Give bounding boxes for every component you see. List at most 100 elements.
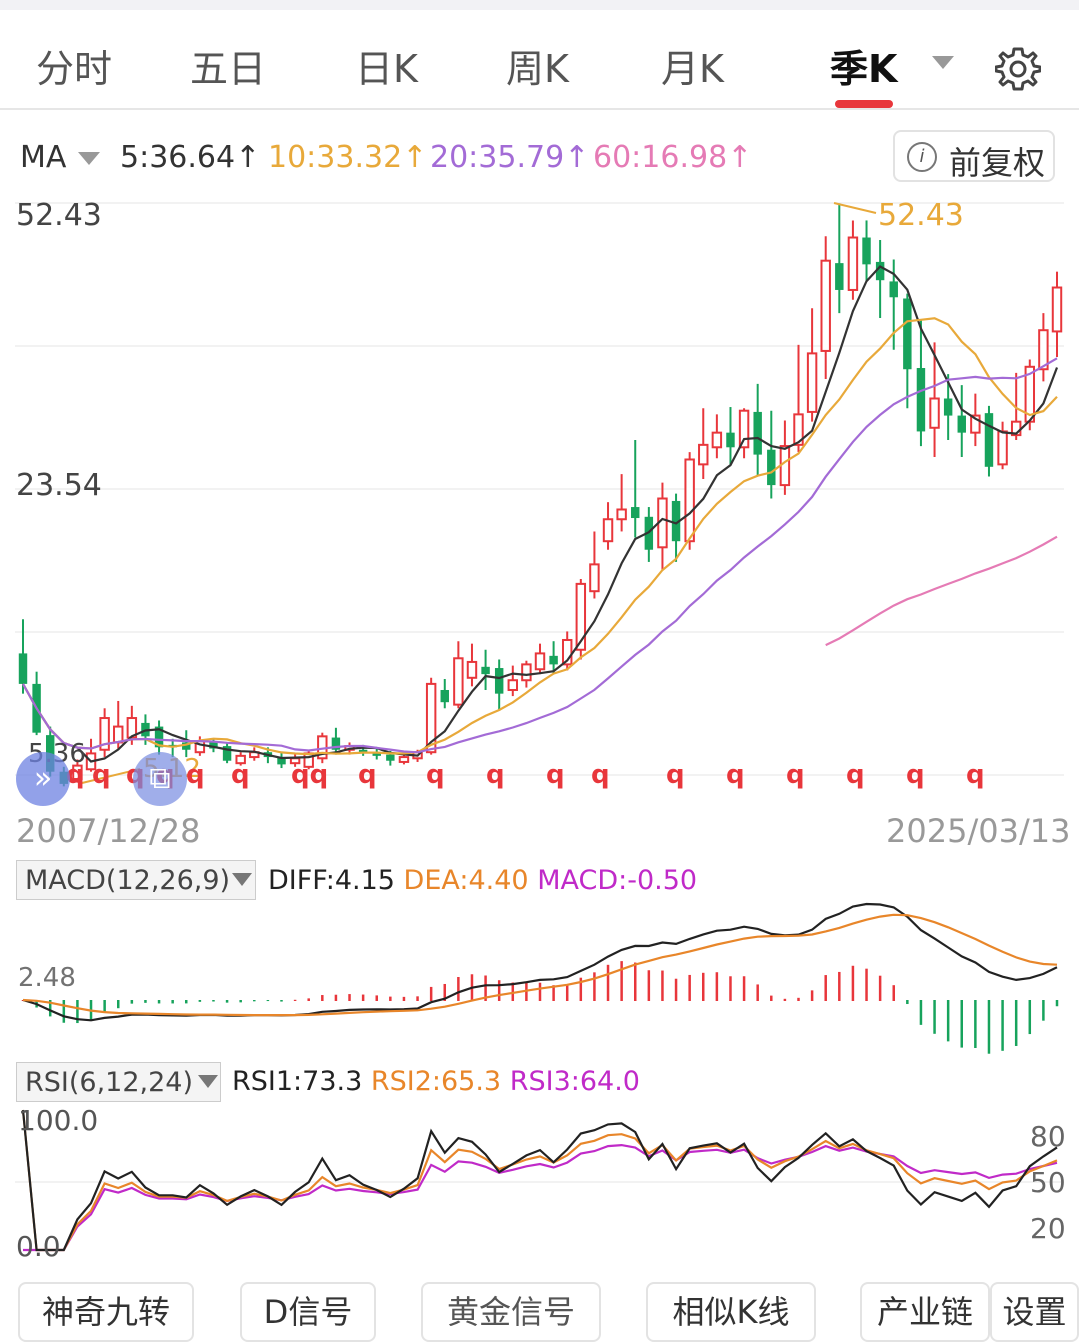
rsi-label: RSI(6,12,24) [25,1067,193,1098]
rsi-axis-top: 100.0 [18,1104,98,1137]
candle [957,385,966,458]
candle [711,414,723,459]
q-marker: q [726,760,745,790]
chevron-down-icon[interactable] [78,152,100,165]
candle [549,641,558,673]
q-marker: q [66,760,85,790]
high-price-label: 52.43 [878,198,964,233]
end-date: 2025/03/13 [886,812,1071,850]
candle [277,752,286,769]
rsi2-line [21,1109,1058,1252]
price-axis-mid: 23.54 [16,468,102,503]
candle [806,308,818,422]
rsi1-line [21,1109,1058,1252]
ma60-value: 60:16.98↑ [593,140,753,175]
tab-monthly-k[interactable]: 月K [661,47,724,91]
q-marker: q [92,760,111,790]
macd-selector[interactable]: MACD(12,26,9) [16,860,256,900]
q-marker: q [906,760,925,790]
tab-daily-k[interactable]: 日K [355,47,418,91]
magic-nine-button[interactable]: 神奇九转 [18,1282,194,1342]
candle [684,452,695,550]
candle [875,239,885,319]
candle [440,679,449,709]
period-tab-bar: 分时 五日 日K 周K 月K 季K [0,10,1079,110]
ma10-line [22,317,1058,756]
candlestick-chart[interactable]: 52.43 23.54 5.36 52.43 5.12 qqqqqqqqqqqq… [0,195,1079,810]
macd-diff-value: DIFF:4.15 [268,865,395,896]
fullscreen-icon[interactable]: ⧉ [133,752,187,806]
rsi-axis-20: 20 [1030,1212,1066,1245]
rsi-values: RSI1:73.3 RSI2:65.3 RSI3:64.0 [232,1066,640,1097]
q-marker: q [966,760,985,790]
info-icon: i [907,142,937,172]
ma5-value: 5:36.64↑ [120,140,261,175]
candle [916,320,926,447]
grid-lines [15,202,1064,776]
tab-quarterly-k[interactable]: 季K [830,47,898,91]
start-date: 2007/12/28 [16,812,201,850]
candle [835,203,844,314]
tab-intraday[interactable]: 分时 [36,47,113,91]
candle [534,643,546,675]
candle [738,408,750,459]
q-marker: q [186,760,205,790]
candle [793,344,804,453]
candle [99,708,110,758]
similar-k-button[interactable]: 相似K线 [646,1282,816,1342]
rsi-chart[interactable]: 100.0 0.0 80 50 20 [0,1100,1079,1270]
expand-arrows-icon[interactable]: » [16,752,70,806]
diff-line [22,902,1058,1022]
q-marker: q [591,760,610,790]
gold-signal-button[interactable]: 黄金信号 [421,1282,601,1342]
high-annotation: 52.43 [833,198,964,233]
candle [779,420,791,495]
ma20-value: 20:35.79↑ [430,140,590,175]
candle [753,383,762,477]
candle [507,665,519,697]
q-marker-row: qqqqqqqqqqqqqqqqqqq [66,760,985,790]
ma20-line [22,357,1058,754]
candle [943,374,953,440]
ma-label[interactable]: MA [20,140,67,175]
adjust-mode-button[interactable]: i 前复权 [893,130,1055,182]
chevron-down-icon[interactable] [932,56,954,69]
candle [466,643,478,687]
ma10-value: 10:33.32↑ [268,140,428,175]
q-marker: q [231,760,250,790]
candle [235,752,246,766]
macd-label: MACD(12,26,9) [25,865,231,896]
q-marker: q [786,760,805,790]
rsi-axis-50: 50 [1030,1166,1066,1199]
macd-chart[interactable]: 2.48 [0,900,1079,1060]
candle [767,410,776,499]
industry-chain-button[interactable]: 产业链 [860,1282,990,1342]
q-marker: q [358,760,377,790]
q-marker: q [666,760,685,790]
candle [929,342,940,458]
candle [698,408,709,479]
candle [453,641,464,709]
candle [1051,271,1063,358]
d-signal-button[interactable]: D信号 [240,1282,376,1342]
gear-icon[interactable] [995,46,1041,92]
q-marker: q [486,760,505,790]
candle [616,474,627,532]
rsi-selector[interactable]: RSI(6,12,24) [16,1062,221,1102]
active-tab-indicator [835,100,893,108]
candle [726,407,735,465]
macd-values: DIFF:4.15 DEA:4.40 MACD:-0.50 [268,865,697,896]
tab-five-day[interactable]: 五日 [190,47,267,91]
candle [671,493,681,562]
rsi-axis-80: 80 [1030,1120,1066,1153]
rsi-axis-bottom: 0.0 [16,1230,61,1263]
settings-button[interactable]: 设置 [990,1282,1079,1342]
chevron-down-icon [232,873,252,886]
candle [331,727,341,755]
price-axis-top: 52.43 [16,198,102,233]
macd-macd-value: MACD:-0.50 [537,865,698,896]
macd-dea-value: DEA:4.40 [403,865,529,896]
tab-weekly-k[interactable]: 周K [506,47,569,91]
q-marker: q [426,760,445,790]
candle [903,293,912,409]
